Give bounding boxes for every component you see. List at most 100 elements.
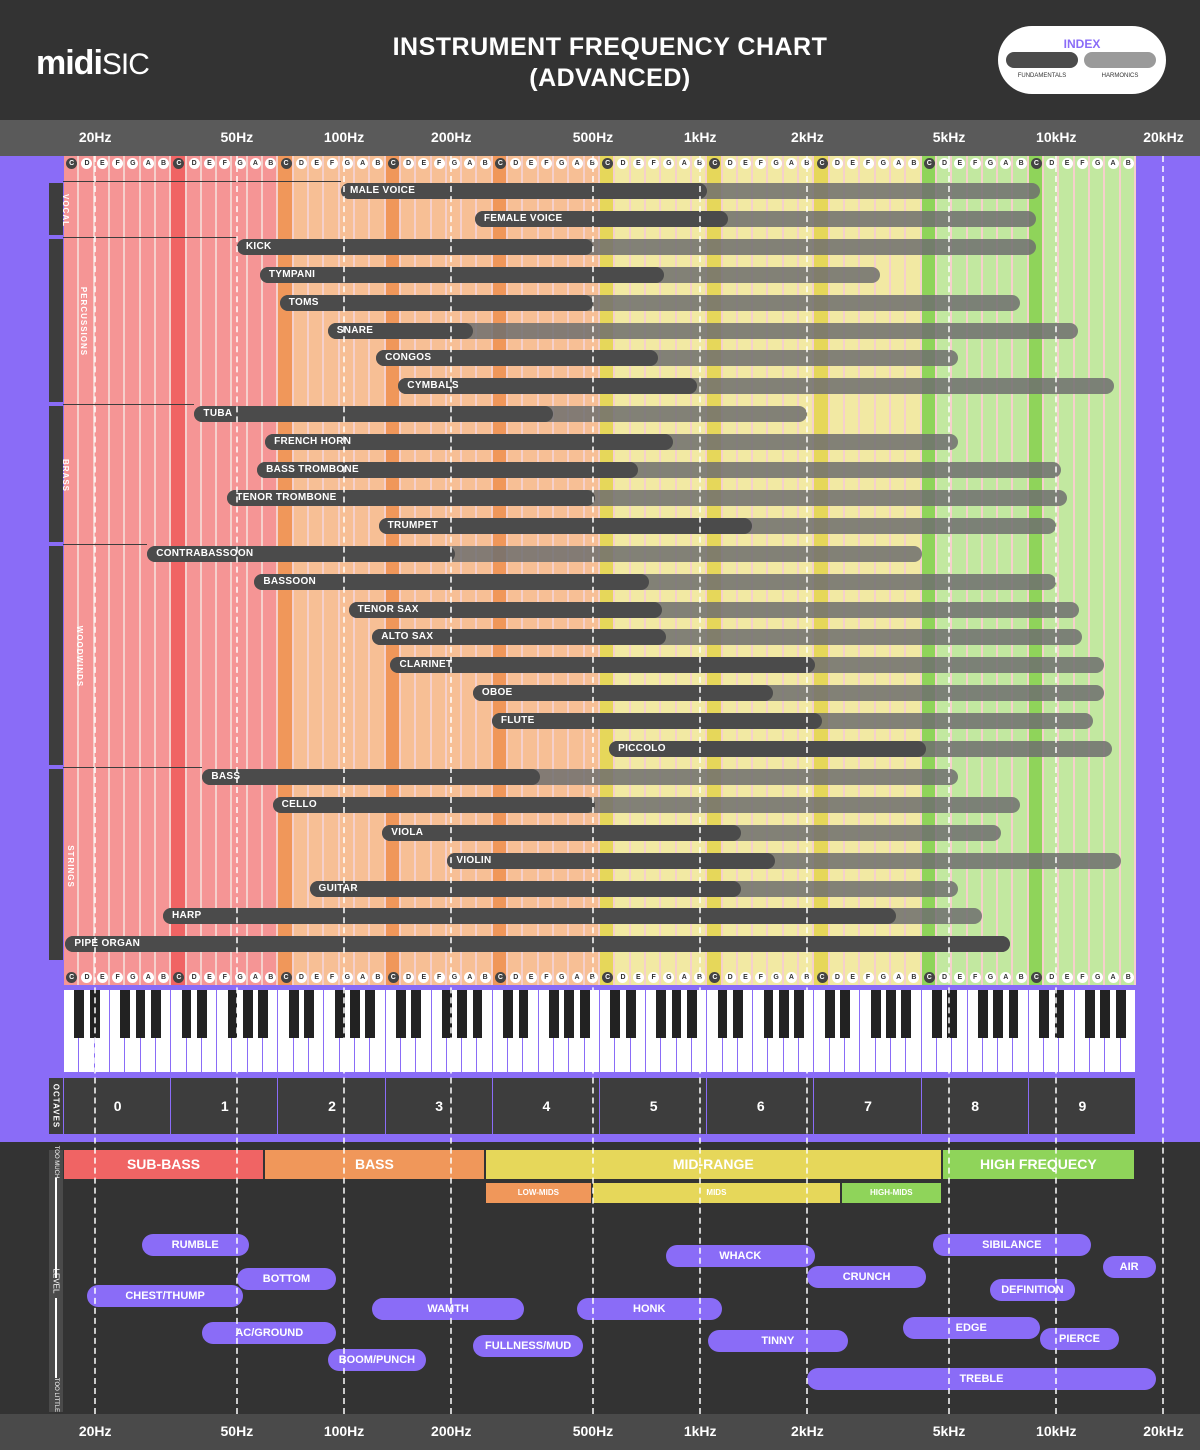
note-label: E	[954, 158, 966, 169]
fundamentals-bar	[265, 434, 674, 451]
note-label: G	[663, 972, 675, 983]
black-key	[656, 990, 667, 1038]
instrument-label: PIPE ORGAN	[74, 938, 141, 950]
white-key	[370, 990, 386, 1072]
instrument-label: FRENCH HORN	[274, 436, 352, 448]
fundamentals-bar	[491, 713, 823, 730]
note-column	[232, 156, 246, 985]
black-key	[870, 990, 881, 1038]
category-text: VOCAL	[61, 193, 70, 227]
note-label: G	[770, 972, 782, 983]
fundamentals-bar	[272, 796, 595, 813]
note-label: G	[556, 972, 568, 983]
black-key	[518, 990, 529, 1038]
octave-number: 6	[756, 1098, 765, 1114]
gridline	[699, 156, 702, 1414]
frequency-axis-top: 20Hz 50Hz 100Hz 200Hz 500Hz 1kHz 2kHz 5kHz 10kHz…	[0, 120, 1200, 156]
note-column	[1120, 156, 1134, 985]
note-label: C	[709, 158, 721, 169]
instrument-label: VIOLA	[391, 826, 424, 838]
black-key	[242, 990, 253, 1038]
octave-cell	[278, 1078, 386, 1134]
subband-mids: MIDS	[592, 1183, 840, 1203]
gridline	[1162, 156, 1165, 1414]
note-label: D	[510, 972, 522, 983]
black-key	[1085, 990, 1095, 1038]
black-key	[1115, 990, 1126, 1038]
black-key	[686, 990, 697, 1038]
frequency-tick-label: 10kHz	[1036, 129, 1077, 145]
octave-cell	[707, 1078, 815, 1134]
category-text: PERCUSSIONS	[79, 287, 89, 357]
note-column	[155, 156, 170, 985]
frequency-tick-label: 2kHz	[791, 129, 824, 145]
note-label: A	[142, 158, 154, 169]
note-column	[125, 156, 139, 985]
fundamentals-bar	[279, 294, 593, 311]
note-label: G	[234, 158, 246, 169]
note-label: B	[908, 158, 920, 169]
gridline	[948, 156, 951, 1414]
band-bass: BASS	[265, 1150, 484, 1179]
instrument-label: OBOE	[481, 687, 513, 699]
instrument-label: CELLO	[281, 798, 317, 810]
octave-number: 9	[1078, 1098, 1087, 1114]
note-label: C	[602, 158, 614, 169]
instrument-label: TOMS	[288, 296, 319, 308]
note-column	[64, 156, 78, 985]
black-key	[227, 990, 238, 1038]
note-label: D	[617, 972, 629, 983]
note-label: E	[847, 158, 859, 169]
note-label: G	[985, 158, 996, 169]
note-label: F	[862, 972, 874, 983]
black-key	[610, 990, 621, 1038]
note-label: F	[326, 972, 338, 983]
note-column	[967, 156, 981, 985]
frequency-tick-label: 20Hz	[78, 1423, 112, 1439]
white-key	[1013, 990, 1029, 1072]
note-label: E	[525, 158, 537, 169]
note-label: F	[219, 972, 231, 983]
note-label: G	[877, 972, 889, 983]
note-label: B	[158, 972, 170, 983]
title-line-1: INSTRUMENT FREQUENCY CHART	[392, 33, 828, 61]
note-label: E	[847, 972, 859, 983]
white-key	[263, 990, 279, 1072]
octave-number: 5	[649, 1098, 658, 1114]
white-key	[906, 990, 922, 1072]
note-label: A	[893, 972, 905, 983]
fundamentals-bar	[390, 657, 815, 674]
black-key	[886, 990, 896, 1038]
octave-number: 8	[971, 1098, 980, 1114]
instrument-label: BASS	[211, 770, 241, 782]
note-label: B	[158, 158, 170, 169]
black-key	[120, 990, 131, 1038]
note-column	[982, 156, 997, 985]
fundamentals-bar	[447, 852, 775, 869]
note-label: F	[969, 158, 981, 169]
instrument-label: ALTO SAX	[381, 631, 434, 643]
fundamentals-bar	[472, 685, 773, 702]
note-label: G	[127, 972, 139, 983]
descriptor-pill: EDGE	[902, 1317, 1040, 1340]
white-key	[202, 990, 218, 1072]
note-label: A	[1000, 158, 1012, 169]
descriptor-pill: BOOM/PUNCH	[327, 1349, 427, 1372]
white-key	[738, 990, 754, 1072]
instrument-label: CONTRABASSOON	[156, 547, 254, 559]
chart-title: INSTRUMENT FREQUENCY CHART (ADVANCED)	[300, 32, 920, 94]
fundamentals-bar	[609, 741, 926, 757]
band-sub-bass: SUB-BASS	[64, 1150, 264, 1179]
instrument-label: TENOR TROMBONE	[236, 491, 337, 503]
octave-cell	[814, 1078, 922, 1134]
note-label: D	[831, 158, 843, 169]
note-label: F	[433, 972, 445, 983]
instrument-label: HARP	[171, 910, 202, 922]
category-label: VOCAL	[49, 194, 70, 227]
black-key	[947, 990, 958, 1038]
black-key	[150, 990, 161, 1038]
note-label: B	[479, 158, 491, 169]
octave-number: 3	[435, 1098, 444, 1114]
octave-number: 7	[864, 1098, 872, 1114]
level-too-little: TOO LITTLE	[53, 1377, 59, 1413]
